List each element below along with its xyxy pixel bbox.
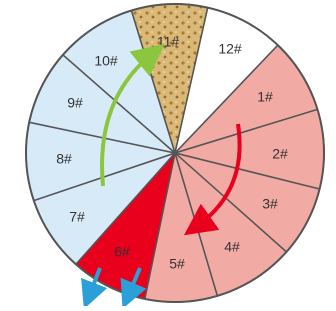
sector-label: 10# (94, 53, 118, 69)
sector-label: 1# (257, 89, 273, 105)
sector-diagram: 1# 2# 3# 4# 5# 6# 7# 8# 9# 10# 11# 12# (0, 0, 336, 306)
sector-label: 3# (262, 196, 278, 212)
sector-label: 2# (272, 146, 288, 162)
sector-label: 4# (224, 239, 240, 255)
sector-label: 11# (157, 34, 180, 50)
sector-label: 12# (218, 41, 242, 57)
sector-label: 8# (56, 151, 72, 167)
sector-label: 6# (114, 244, 130, 260)
sector-label: 5# (169, 256, 185, 272)
sector-label: 9# (67, 95, 83, 111)
sector-label: 7# (69, 209, 85, 225)
